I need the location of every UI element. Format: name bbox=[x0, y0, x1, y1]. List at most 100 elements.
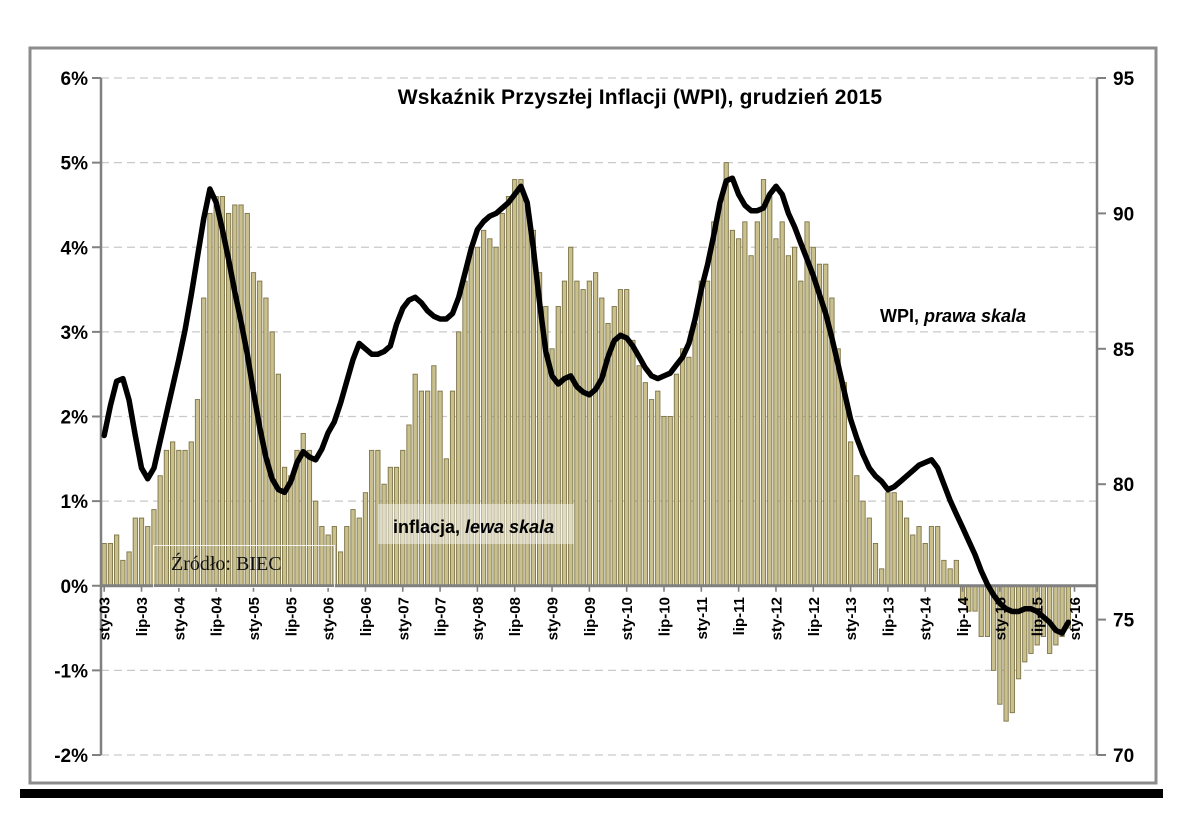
x-axis-tick-label: lip-09 bbox=[582, 597, 599, 636]
inflation-bar bbox=[630, 339, 636, 587]
inflation-bar bbox=[642, 382, 648, 587]
inflation-bar bbox=[586, 280, 592, 587]
left-axis-tick-label: -2% bbox=[54, 746, 88, 767]
x-axis-tick-label: sty-10 bbox=[619, 597, 636, 640]
inflation-bar bbox=[704, 280, 711, 587]
inflation-series-label: inflacja, lewa skala bbox=[393, 517, 554, 538]
inflation-bar bbox=[219, 196, 225, 587]
x-axis-tick-label: lip-15 bbox=[1030, 597, 1047, 636]
inflation-bar bbox=[138, 517, 145, 587]
left-axis-tick-label: 4% bbox=[61, 238, 89, 259]
chart-title: Wskaźnik Przyszłej Inflacji (WPI), grudz… bbox=[397, 86, 883, 109]
inflation-bar bbox=[935, 526, 941, 587]
x-axis-tick-label: lip-03 bbox=[134, 597, 151, 636]
left-axis-tick-label: 3% bbox=[61, 323, 89, 344]
inflation-bar bbox=[885, 492, 891, 587]
inflation-bar bbox=[449, 390, 456, 587]
inflation-bar bbox=[872, 542, 879, 587]
inflation-bar bbox=[692, 322, 698, 587]
x-axis-tick-label: sty-11 bbox=[694, 597, 711, 640]
inflation-bar bbox=[126, 551, 132, 587]
inflation-bar bbox=[680, 348, 686, 587]
inflation-bar bbox=[903, 517, 910, 587]
inflation-bar bbox=[636, 365, 642, 587]
inflation-bar bbox=[785, 255, 792, 587]
inflation-bar bbox=[717, 204, 723, 587]
right-axis-tick-label: 95 bbox=[1113, 69, 1135, 90]
x-axis-tick-label: sty-16 bbox=[1067, 597, 1084, 640]
inflation-bar bbox=[362, 492, 369, 587]
inflation-bar bbox=[816, 263, 823, 587]
x-axis-tick-label: sty-08 bbox=[470, 597, 487, 640]
inflation-bar bbox=[244, 212, 250, 587]
right-axis-tick-label: 75 bbox=[1113, 611, 1135, 632]
inflation-bar bbox=[841, 382, 847, 587]
inflation-series-label-scale: lewa skala bbox=[465, 517, 555, 537]
inflation-bar bbox=[425, 390, 431, 587]
inflation-bar bbox=[711, 221, 717, 587]
inflation-bar bbox=[667, 416, 673, 587]
x-axis-tick-label: sty-05 bbox=[246, 597, 263, 640]
inflation-bar bbox=[972, 585, 978, 612]
left-axis-tick-label: 6% bbox=[61, 69, 89, 90]
inflation-bar bbox=[101, 542, 107, 587]
inflation-bar bbox=[729, 229, 736, 587]
left-axis-tick-label: 1% bbox=[61, 492, 89, 513]
x-axis-tick-label: sty-12 bbox=[768, 597, 785, 640]
left-axis-tick-label: 2% bbox=[61, 408, 89, 429]
x-axis-tick-label: sty-06 bbox=[321, 597, 338, 640]
inflation-bar bbox=[107, 542, 114, 587]
inflation-bar bbox=[356, 517, 362, 587]
inflation-bar bbox=[661, 416, 667, 587]
inflation-bar bbox=[114, 534, 120, 587]
x-axis-tick-label: sty-09 bbox=[545, 597, 562, 640]
source-box: Źródło: BIEC bbox=[153, 545, 335, 588]
inflation-bar bbox=[456, 331, 462, 587]
inflation-bar bbox=[418, 390, 425, 587]
inflation-bar bbox=[673, 373, 680, 587]
x-axis-tick-label: lip-10 bbox=[657, 597, 674, 636]
inflation-bar bbox=[854, 475, 860, 587]
wpi-series-label-name: WPI, bbox=[880, 306, 919, 326]
inflation-bar bbox=[928, 526, 935, 587]
inflation-bar bbox=[232, 204, 238, 587]
x-axis-tick-label: sty-04 bbox=[171, 596, 188, 640]
x-axis-tick-label: lip-12 bbox=[806, 597, 823, 636]
inflation-bar bbox=[767, 196, 773, 587]
inflation-bar bbox=[922, 542, 928, 587]
inflation-bar bbox=[686, 356, 692, 587]
x-axis-tick-label: lip-07 bbox=[433, 597, 450, 636]
x-axis-tick-label: lip-08 bbox=[507, 597, 524, 636]
x-axis-tick-label: sty-14 bbox=[918, 596, 935, 640]
inflation-bar bbox=[860, 500, 866, 587]
inflation-bar bbox=[984, 585, 991, 637]
left-axis-tick-label: -1% bbox=[54, 661, 88, 682]
inflation-bar bbox=[201, 297, 207, 587]
left-axis-tick-label: 0% bbox=[61, 577, 89, 598]
inflation-bar bbox=[213, 196, 219, 587]
inflation-bar bbox=[798, 280, 804, 587]
inflation-bar bbox=[754, 221, 760, 587]
inflation-bar bbox=[350, 509, 356, 587]
inflation-bar bbox=[412, 373, 418, 587]
inflation-bar bbox=[1053, 585, 1059, 646]
inflation-bar bbox=[779, 221, 785, 587]
inflation-bar bbox=[792, 246, 798, 587]
inflation-bar bbox=[250, 272, 257, 587]
inflation-bar bbox=[866, 517, 872, 587]
x-axis-tick-label: lip-05 bbox=[283, 597, 300, 636]
x-axis-tick-label: lip-13 bbox=[880, 597, 897, 636]
inflation-bar bbox=[910, 534, 916, 587]
inflation-bar bbox=[804, 221, 810, 587]
right-axis-tick-label: 85 bbox=[1113, 340, 1135, 361]
x-axis-tick-label: sty-03 bbox=[97, 597, 114, 640]
inflation-bar bbox=[369, 449, 375, 587]
left-axis-tick-label: 5% bbox=[61, 154, 89, 175]
inflation-bar bbox=[580, 289, 586, 587]
inflation-bar bbox=[337, 551, 344, 587]
inflation-bar bbox=[1022, 585, 1028, 663]
inflation-bar bbox=[848, 441, 854, 587]
inflation-bar bbox=[624, 289, 630, 587]
